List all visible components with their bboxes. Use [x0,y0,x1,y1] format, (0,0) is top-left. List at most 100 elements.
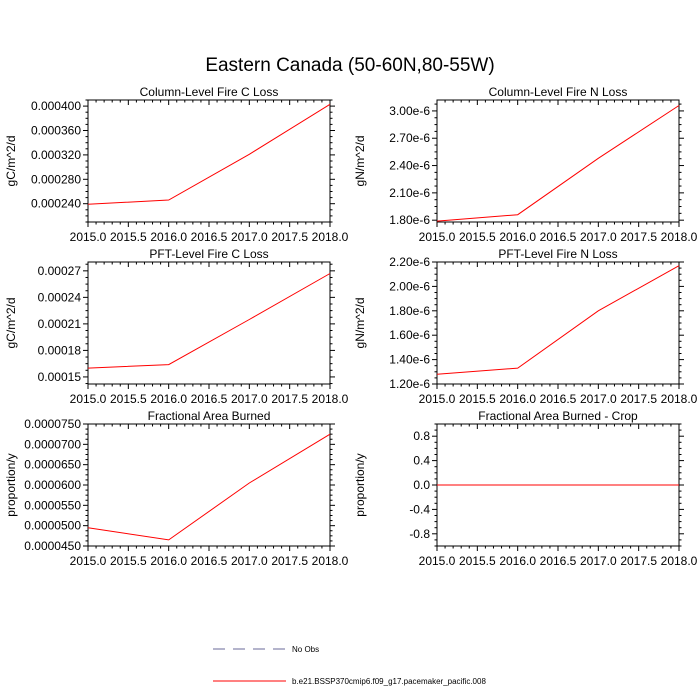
x-tick-label: 2016.5 [191,230,228,244]
y-tick-label: 0.0000650 [24,458,81,472]
y-tick-label: 1.20e-6 [389,377,430,391]
x-tick-label: 2015.5 [459,554,496,568]
panel-title: Fractional Area Burned - Crop [478,409,638,423]
y-axis-label: proportion/y [4,453,18,516]
y-tick-label: 1.80e-6 [389,304,430,318]
y-tick-label: 0.0000600 [24,478,81,492]
y-tick-label: 0.00027 [38,264,82,278]
y-tick-label: 0.0000750 [24,417,81,431]
y-tick-label: 1.80e-6 [389,213,430,227]
x-tick-label: 2018.0 [661,392,698,406]
y-tick-label: -0.4 [409,502,430,516]
x-tick-label: 2018.0 [312,554,349,568]
series-line [87,103,331,205]
y-tick-label: 0.00015 [38,370,82,384]
y-tick-label: 0.0000700 [24,437,81,451]
series-line [87,433,331,541]
x-tick-label: 2018.0 [312,230,349,244]
y-axis-label: gC/m^2/d [4,298,18,349]
figure-title: Eastern Canada (50-60N,80-55W) [205,55,494,76]
y-tick-label: 0.0 [413,478,430,492]
legend-entry: b.e21.BSSP370cmip6.f09_g17.pacemaker_pac… [213,677,486,686]
panel-title: PFT-Level Fire N Loss [498,247,617,261]
y-axis-label: proportion/y [353,453,367,516]
x-tick-label: 2018.0 [661,554,698,568]
panel-title: Fractional Area Burned [148,409,271,423]
x-tick-label: 2015.5 [110,554,147,568]
x-tick-label: 2017.5 [271,554,308,568]
panel-title: Column-Level Fire N Loss [489,85,628,99]
x-tick-label: 2016.0 [150,392,187,406]
y-tick-label: 1.40e-6 [389,353,430,367]
x-tick-label: 2016.5 [540,230,577,244]
y-tick-label: 0.000400 [31,99,81,113]
x-tick-label: 2018.0 [661,230,698,244]
y-tick-label: 2.70e-6 [389,131,430,145]
x-tick-label: 2018.0 [312,392,349,406]
y-axis-label: gN/m^2/d [353,298,367,349]
panel-6: Fractional Area Burned - Crop 2015.0 2015.… [353,409,698,568]
x-tick-label: 2015.0 [419,554,456,568]
legend-label: b.e21.BSSP370cmip6.f09_g17.pacemaker_pac… [292,677,486,686]
legend: No Obs b.e21.BSSP370cmip6.f09_g17.pacemak… [213,645,486,686]
legend-label: No Obs [292,645,319,654]
y-tick-label: 0.000360 [31,124,81,138]
plot-frame [87,261,331,385]
x-tick-label: 2015.0 [70,230,107,244]
x-tick-label: 2017.5 [620,554,657,568]
x-tick-label: 2015.0 [419,392,456,406]
y-axis-label: gC/m^2/d [4,136,18,187]
y-tick-label: 0.0000500 [24,519,81,533]
plot-frame [87,423,331,547]
y-tick-label: 0.0000450 [24,539,81,553]
y-tick-label: 0.000280 [31,172,81,186]
plot-frame [436,261,680,385]
x-tick-label: 2015.0 [70,554,107,568]
x-tick-label: 2017.0 [580,554,617,568]
y-tick-label: 0.00021 [38,317,82,331]
x-tick-label: 2015.0 [70,392,107,406]
panel-title: Column-Level Fire C Loss [140,85,279,99]
y-tick-label: 0.4 [413,454,430,468]
x-tick-label: 2016.0 [150,554,187,568]
y-axis-label: gN/m^2/d [353,136,367,187]
x-tick-label: 2015.5 [110,230,147,244]
x-tick-label: 2016.5 [191,554,228,568]
x-tick-label: 2016.0 [499,554,536,568]
x-tick-label: 2017.5 [271,392,308,406]
y-tick-label: 0.0000550 [24,498,81,512]
x-tick-label: 2016.5 [540,392,577,406]
y-tick-label: 2.00e-6 [389,279,430,293]
y-tick-label: -0.8 [409,527,430,541]
y-tick-label: 0.8 [413,429,430,443]
plot-frame [436,99,680,223]
x-tick-label: 2015.5 [110,392,147,406]
y-tick-label: 2.40e-6 [389,159,430,173]
x-tick-label: 2017.0 [580,230,617,244]
series-line [436,105,680,222]
x-tick-label: 2017.5 [620,392,657,406]
x-tick-label: 2016.0 [150,230,187,244]
y-tick-label: 0.00024 [38,290,82,304]
series-line [436,265,680,375]
plot-frame [87,99,331,223]
y-tick-label: 2.20e-6 [389,255,430,269]
x-tick-label: 2017.0 [231,230,268,244]
x-tick-label: 2015.5 [459,392,496,406]
x-tick-label: 2015.5 [459,230,496,244]
x-tick-label: 2016.0 [499,392,536,406]
y-tick-label: 0.000320 [31,148,81,162]
legend-entry: No Obs [213,645,319,654]
x-tick-label: 2017.0 [580,392,617,406]
x-tick-label: 2017.5 [271,230,308,244]
x-tick-label: 2017.0 [231,554,268,568]
y-tick-label: 0.000240 [31,197,81,211]
x-tick-label: 2016.5 [540,554,577,568]
panel-title: PFT-Level Fire C Loss [149,247,268,261]
y-tick-label: 0.00018 [38,343,82,357]
y-tick-label: 1.60e-6 [389,328,430,342]
